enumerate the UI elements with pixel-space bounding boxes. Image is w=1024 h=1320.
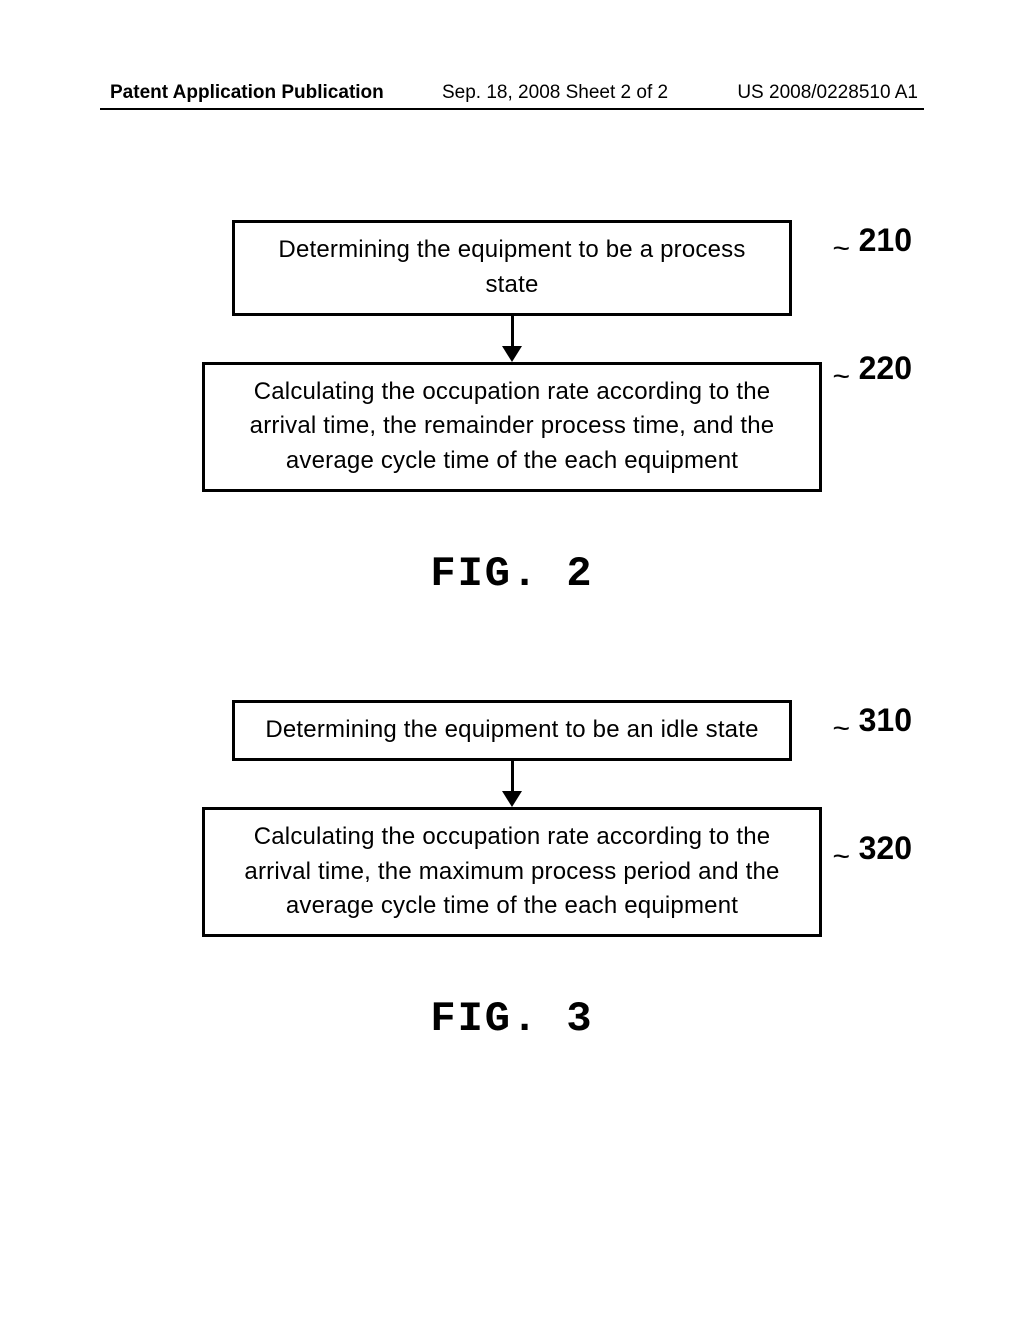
ref-220: 220	[859, 350, 912, 387]
fig3-box-310-text: Determining the equipment to be an idle …	[265, 716, 758, 743]
arrow-down-icon	[202, 316, 822, 362]
fig3-box-320: Calculating the occupation rate accordin…	[202, 807, 822, 937]
leader-tilde-icon: ~	[832, 712, 850, 746]
fig3-label: FIG. 3	[0, 995, 1024, 1043]
fig2-box-210: Determining the equipment to be a proces…	[232, 220, 792, 316]
leader-tilde-icon: ~	[832, 232, 850, 266]
fig2-label: FIG. 2	[0, 550, 1024, 598]
fig2-box-210-text: Determining the equipment to be a proces…	[278, 236, 745, 298]
header-rule	[100, 108, 924, 110]
fig3-box-320-text: Calculating the occupation rate accordin…	[244, 823, 779, 920]
fig3-box-310: Determining the equipment to be an idle …	[232, 700, 792, 761]
header-right: US 2008/0228510 A1	[737, 82, 918, 104]
fig2-box-220: Calculating the occupation rate accordin…	[202, 362, 822, 492]
flowchart-fig3: Determining the equipment to be an idle …	[202, 700, 822, 937]
figure-2: Determining the equipment to be a proces…	[0, 220, 1024, 598]
header-center: Sep. 18, 2008 Sheet 2 of 2	[442, 82, 668, 104]
ref-310: 310	[859, 702, 912, 739]
ref-320: 320	[859, 830, 912, 867]
leader-tilde-icon: ~	[832, 840, 850, 874]
header-left: Patent Application Publication	[110, 82, 384, 104]
figure-3: Determining the equipment to be an idle …	[0, 700, 1024, 1043]
flowchart-fig2: Determining the equipment to be a proces…	[202, 220, 822, 492]
fig2-box-220-text: Calculating the occupation rate accordin…	[250, 378, 775, 475]
ref-210: 210	[859, 222, 912, 259]
leader-tilde-icon: ~	[832, 360, 850, 394]
arrow-down-icon	[202, 761, 822, 807]
